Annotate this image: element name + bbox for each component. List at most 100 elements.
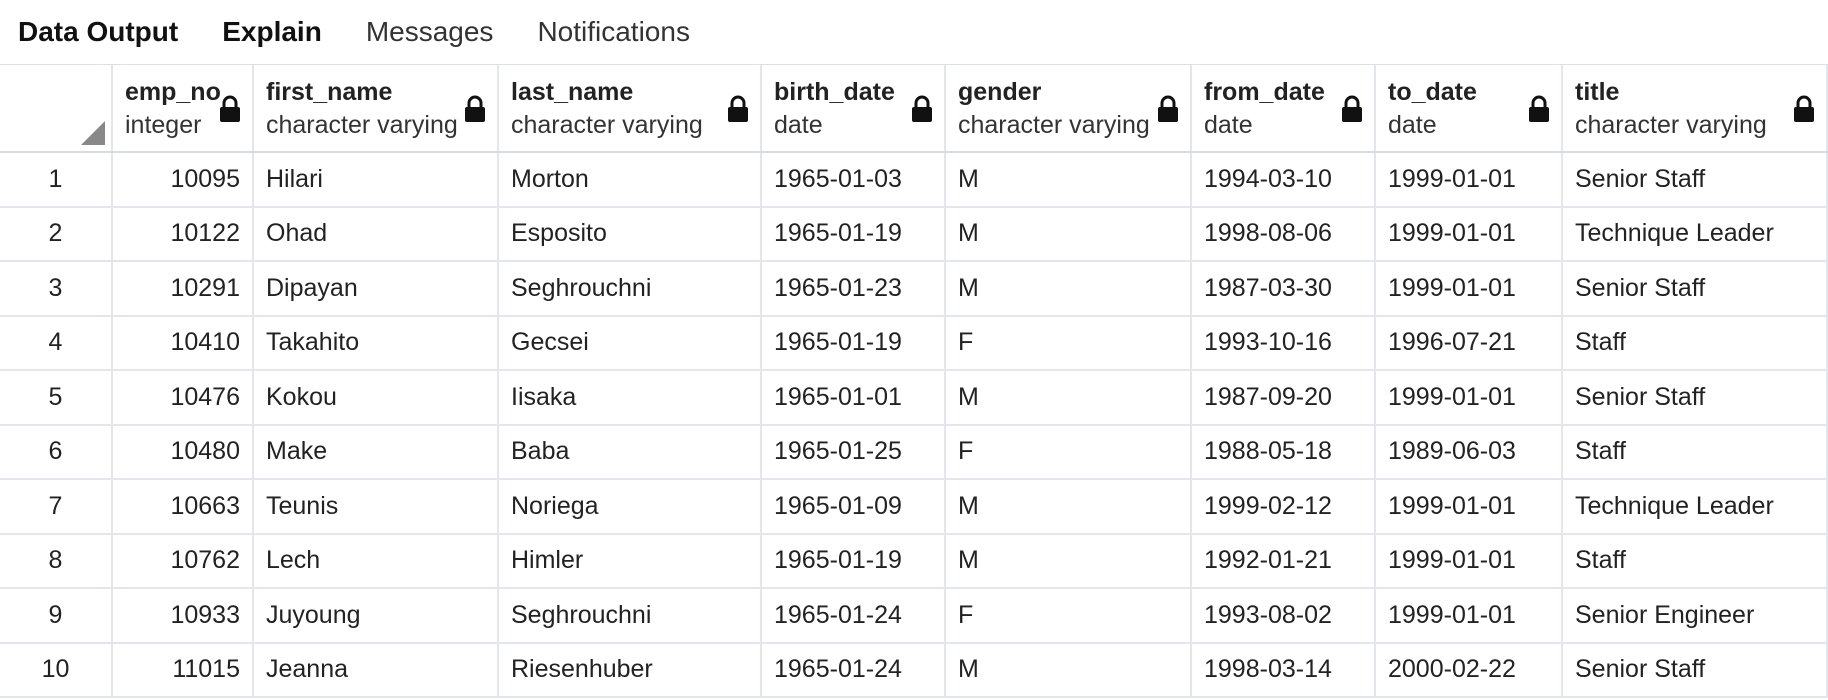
table-cell[interactable]: Senior Engineer	[1563, 589, 1828, 642]
table-cell[interactable]: M	[946, 643, 1192, 696]
table-cell[interactable]: M	[946, 371, 1192, 424]
table-cell[interactable]: Senior Staff	[1563, 371, 1828, 424]
table-cell[interactable]: 10095	[113, 153, 254, 206]
lock-icon	[912, 95, 932, 122]
table-cell[interactable]: 10933	[113, 589, 254, 642]
row-number: 8	[0, 534, 113, 587]
table-cell[interactable]: 10410	[113, 316, 254, 369]
table-cell[interactable]: Kokou	[254, 371, 499, 424]
table-cell[interactable]: 1993-10-16	[1192, 316, 1376, 369]
table-cell[interactable]: M	[946, 480, 1192, 533]
table-cell[interactable]: Jeanna	[254, 643, 499, 696]
column-header[interactable]: emp_no integer	[113, 65, 254, 151]
row-number: 3	[0, 262, 113, 315]
table-cell[interactable]: 1994-03-10	[1192, 153, 1376, 206]
table-cell[interactable]: Dipayan	[254, 262, 499, 315]
table-cell[interactable]: Technique Leader	[1563, 480, 1828, 533]
table-cell[interactable]: Riesenhuber	[499, 643, 762, 696]
table-cell[interactable]: 10762	[113, 534, 254, 587]
table-cell[interactable]: M	[946, 207, 1192, 260]
table-cell[interactable]: Technique Leader	[1563, 207, 1828, 260]
table-cell[interactable]: Senior Staff	[1563, 153, 1828, 206]
table-cell[interactable]: Morton	[499, 153, 762, 206]
table-cell[interactable]: 1965-01-23	[762, 262, 946, 315]
table-cell[interactable]: 1965-01-19	[762, 207, 946, 260]
table-cell[interactable]: F	[946, 425, 1192, 478]
table-cell[interactable]: 10122	[113, 207, 254, 260]
table-cell[interactable]: Staff	[1563, 316, 1828, 369]
table-cell[interactable]: Esposito	[499, 207, 762, 260]
table-cell[interactable]: 1999-01-01	[1376, 207, 1563, 260]
table-cell[interactable]: 10291	[113, 262, 254, 315]
row-number: 9	[0, 589, 113, 642]
table-cell[interactable]: Baba	[499, 425, 762, 478]
table-cell[interactable]: Lech	[254, 534, 499, 587]
column-header[interactable]: first_name character varying	[254, 65, 499, 151]
table-cell[interactable]: Teunis	[254, 480, 499, 533]
table-cell[interactable]: 1988-05-18	[1192, 425, 1376, 478]
table-cell[interactable]: Make	[254, 425, 499, 478]
table-cell[interactable]: 1999-01-01	[1376, 589, 1563, 642]
table-cell[interactable]: 10476	[113, 371, 254, 424]
table-cell[interactable]: Seghrouchni	[499, 262, 762, 315]
tab[interactable]: Notifications	[537, 16, 690, 47]
table-cell[interactable]: 1998-03-14	[1192, 643, 1376, 696]
table-cell[interactable]: Himler	[499, 534, 762, 587]
table-cell[interactable]: 11015	[113, 643, 254, 696]
table-cell[interactable]: Seghrouchni	[499, 589, 762, 642]
table-cell[interactable]: Senior Staff	[1563, 643, 1828, 696]
column-header[interactable]: from_date date	[1192, 65, 1376, 151]
table-cell[interactable]: 1996-07-21	[1376, 316, 1563, 369]
table-cell[interactable]: M	[946, 262, 1192, 315]
table-cell[interactable]: F	[946, 316, 1192, 369]
table-cell[interactable]: Staff	[1563, 534, 1828, 587]
column-name: last_name	[511, 78, 634, 106]
table-cell[interactable]: 1999-01-01	[1376, 480, 1563, 533]
table-cell[interactable]: 1989-06-03	[1376, 425, 1563, 478]
table-cell[interactable]: 2000-02-22	[1376, 643, 1563, 696]
table-cell[interactable]: 1999-01-01	[1376, 371, 1563, 424]
table-row: 9 10933 Juyoung Seghrouchni 1965-01-24 F 1993-…	[0, 589, 1828, 644]
table-cell[interactable]: 1987-09-20	[1192, 371, 1376, 424]
table-cell[interactable]: 1999-02-12	[1192, 480, 1376, 533]
column-header[interactable]: to_date date	[1376, 65, 1563, 151]
table-cell[interactable]: Juyoung	[254, 589, 499, 642]
table-cell[interactable]: 10480	[113, 425, 254, 478]
table-cell[interactable]: Noriega	[499, 480, 762, 533]
table-cell[interactable]: 1965-01-24	[762, 589, 946, 642]
table-cell[interactable]: Hilari	[254, 153, 499, 206]
row-number: 1	[0, 153, 113, 206]
table-cell[interactable]: 1992-01-21	[1192, 534, 1376, 587]
table-cell[interactable]: 1965-01-24	[762, 643, 946, 696]
table-cell[interactable]: Staff	[1563, 425, 1828, 478]
table-cell[interactable]: 1965-01-19	[762, 316, 946, 369]
table-cell[interactable]: Ohad	[254, 207, 499, 260]
table-cell[interactable]: Takahito	[254, 316, 499, 369]
table-cell[interactable]: Senior Staff	[1563, 262, 1828, 315]
table-cell[interactable]: F	[946, 589, 1192, 642]
table-cell[interactable]: 1999-01-01	[1376, 153, 1563, 206]
column-header[interactable]: gender character varying	[946, 65, 1192, 151]
table-cell[interactable]: 10663	[113, 480, 254, 533]
table-cell[interactable]: 1987-03-30	[1192, 262, 1376, 315]
table-cell[interactable]: 1965-01-25	[762, 425, 946, 478]
row-number: 2	[0, 207, 113, 260]
table-cell[interactable]: 1965-01-03	[762, 153, 946, 206]
column-header[interactable]: title character varying	[1563, 65, 1828, 151]
table-cell[interactable]: Iisaka	[499, 371, 762, 424]
table-cell[interactable]: 1965-01-01	[762, 371, 946, 424]
table-cell[interactable]: Gecsei	[499, 316, 762, 369]
table-cell[interactable]: 1965-01-19	[762, 534, 946, 587]
table-cell[interactable]: 1993-08-02	[1192, 589, 1376, 642]
tab[interactable]: Data Output	[18, 16, 179, 47]
tab[interactable]: Explain	[222, 16, 322, 47]
table-cell[interactable]: M	[946, 153, 1192, 206]
table-cell[interactable]: 1965-01-09	[762, 480, 946, 533]
table-cell[interactable]: 1998-08-06	[1192, 207, 1376, 260]
table-cell[interactable]: M	[946, 534, 1192, 587]
table-cell[interactable]: 1999-01-01	[1376, 262, 1563, 315]
tab[interactable]: Messages	[365, 16, 494, 47]
table-cell[interactable]: 1999-01-01	[1376, 534, 1563, 587]
column-header[interactable]: last_name character varying	[499, 65, 762, 151]
column-header[interactable]: birth_date date	[762, 65, 946, 151]
